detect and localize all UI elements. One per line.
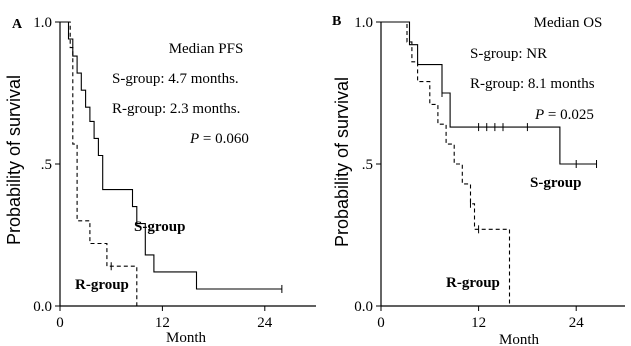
y-tick-label: 1.0 [354,15,373,31]
y-tick-label: .5 [41,157,52,173]
x-tick-label: 0 [377,315,385,331]
x-tick-label: 12 [471,315,486,331]
x-tick-label: 24 [257,315,273,331]
y-axis-label: Probability of survival [4,75,24,245]
p-number: = 0.060 [199,131,249,147]
p-symbol: P [534,107,544,123]
x-axis-label: Month [166,330,207,346]
s-group-median: S-group: 4.7 months. [112,71,239,87]
s-group-curve [381,21,597,165]
r-group-median: R-group: 8.1 months [470,76,595,92]
x-tick-label: 0 [56,315,64,331]
r-group-curve [381,21,511,306]
x-tick-label: 24 [569,315,585,331]
r-group-median: R-group: 2.3 months. [112,101,240,117]
s-group-curve [60,21,282,290]
r-group-label: R-group [446,275,500,291]
s-group-label: S-group [134,219,185,235]
s-group-median: S-group: NR [470,46,547,62]
y-tick-label: 1.0 [33,15,52,31]
s-group-label: S-group [530,175,581,191]
x-axis-label: Month [499,332,540,346]
panel-label: A [12,17,23,32]
p-symbol: P [189,131,199,147]
median-header: Median OS [534,15,603,31]
chart-panel-b: 0 12 24 0.0 .5 1.0 Month Probability of surviva… [332,14,625,346]
x-tick-label: 12 [155,315,170,331]
y-tick-label: 0.0 [33,299,52,315]
r-group-curve [60,21,138,306]
p-number: = 0.025 [544,107,594,123]
y-tick-label: 0.0 [354,299,373,315]
p-value: P = 0.060 [189,131,249,147]
r-group-label: R-group [75,277,129,293]
y-tick-label: .5 [362,157,373,173]
chart-panel-a: 0 12 24 0.0 .5 1.0 Month Probability of surviva… [4,15,316,346]
p-value: P = 0.025 [534,107,594,123]
median-header: Median PFS [169,41,244,57]
y-axis-label: Probability of survival [332,77,352,247]
panel-label: B [332,14,341,29]
